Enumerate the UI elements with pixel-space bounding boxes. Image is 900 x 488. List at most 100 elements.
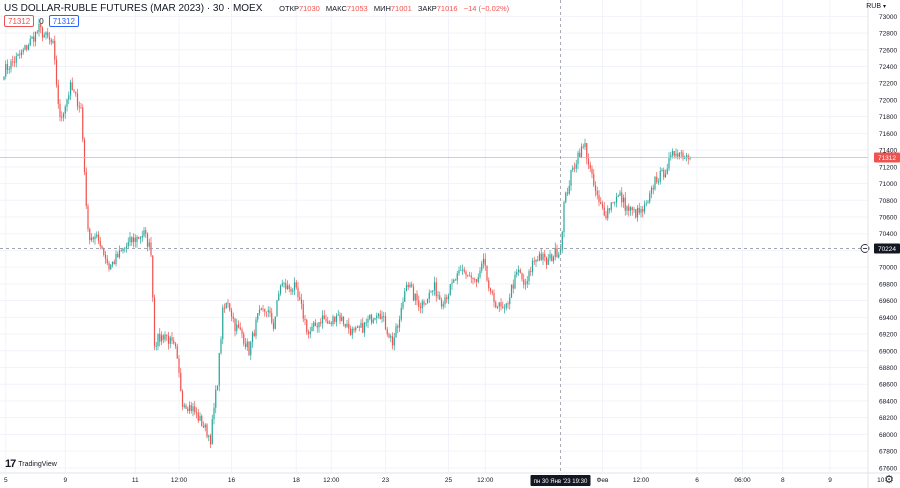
- candle-body: [330, 322, 332, 325]
- candle-body: [118, 250, 121, 258]
- candle-body: [6, 64, 9, 70]
- candle-body: [237, 324, 240, 328]
- candle-body: [645, 203, 647, 205]
- candle-body: [587, 158, 590, 165]
- candle-body: [433, 282, 436, 291]
- candle-body: [162, 335, 164, 340]
- candle-body: [493, 292, 495, 303]
- candle-body: [325, 319, 327, 321]
- candle-body: [419, 307, 422, 309]
- candle-body: [264, 309, 266, 312]
- change-value: −14 (−0.02%): [463, 4, 510, 13]
- candle-body: [192, 406, 194, 412]
- candle-body: [145, 230, 147, 234]
- candle-body: [640, 209, 642, 213]
- candle-body: [446, 297, 448, 300]
- candle-body: [236, 324, 238, 331]
- high-value: 71053: [346, 4, 368, 13]
- candle-body: [269, 310, 271, 313]
- candle-body: [64, 106, 66, 114]
- candle-body: [290, 288, 292, 292]
- crosshair-time-label: пн 30 Янв '23 19:30: [534, 479, 588, 485]
- candle-body: [349, 328, 352, 335]
- candle-body: [321, 315, 324, 324]
- candle-body: [13, 61, 16, 63]
- candle-body: [549, 254, 551, 259]
- candle-body: [22, 49, 24, 52]
- candle-body: [568, 185, 570, 194]
- y-tick-label: 72000: [879, 97, 897, 104]
- candle-body: [262, 308, 264, 310]
- candle-body: [558, 254, 560, 258]
- candle-body: [577, 152, 579, 165]
- y-tick-label: 73000: [879, 14, 897, 21]
- candle-body: [586, 143, 588, 159]
- gear-icon[interactable]: ⚙: [884, 474, 894, 486]
- candle-body: [617, 195, 619, 197]
- candle-body: [194, 406, 196, 413]
- symbol-title[interactable]: US DOLLAR-RUBLE FUTURES (MAR 2023) · 30 …: [4, 3, 263, 14]
- y-tick-label: 71600: [879, 131, 897, 138]
- candle-body: [27, 45, 30, 50]
- candle-body: [97, 234, 100, 241]
- candle-body: [428, 292, 430, 300]
- candle-body: [619, 192, 621, 196]
- y-tick-label: 71400: [879, 148, 897, 155]
- candle-body: [519, 269, 521, 274]
- y-tick-label: 68400: [879, 398, 897, 405]
- candle-body: [463, 269, 465, 272]
- currency-selector[interactable]: RUB ▾: [866, 3, 886, 10]
- candle-body: [8, 69, 10, 70]
- candle-body: [538, 253, 541, 261]
- candle-body: [94, 236, 96, 240]
- candle-body: [178, 358, 180, 373]
- time-axis[interactable]: 5 9 11 12:00 16 18 12:00 23 25 12:00 Фев 12:00 6 06:0…: [0, 472, 900, 486]
- ohlc-values: ОТКР71030 МАКС71053 МИН71001 ЗАКР71016 −…: [279, 4, 509, 13]
- bid-ask-panel: 71312 0 71312: [4, 15, 79, 27]
- candle-body: [404, 291, 406, 302]
- candle-body: [164, 334, 166, 340]
- candle-body: [304, 318, 306, 320]
- tradingview-logo[interactable]: 17 TradingView: [5, 458, 57, 470]
- candle-body: [607, 208, 609, 219]
- x-tick-label: 12:00: [171, 477, 188, 484]
- candle-body: [209, 435, 212, 445]
- candle-body: [687, 155, 689, 159]
- candle-body: [78, 106, 80, 108]
- candle-body: [418, 300, 420, 308]
- candle-body: [152, 255, 154, 298]
- candle-body: [358, 326, 360, 328]
- candle-body: [495, 302, 497, 308]
- candle-body: [69, 82, 72, 96]
- candle-body: [654, 176, 656, 190]
- candle-body: [472, 277, 474, 279]
- candle-body: [393, 337, 395, 346]
- sell-price-button[interactable]: 71312: [4, 15, 35, 27]
- candle-body: [260, 308, 262, 310]
- y-tick-label: 68200: [879, 415, 897, 422]
- candle-body: [197, 412, 199, 421]
- x-tick-label: 23: [382, 477, 390, 484]
- x-tick-label: 12:00: [633, 477, 650, 484]
- candle-body: [76, 93, 79, 107]
- candle-body: [183, 405, 185, 407]
- candle-body: [257, 313, 259, 320]
- candle-body: [526, 281, 528, 284]
- candle-body: [465, 271, 467, 276]
- candle-body: [31, 36, 33, 40]
- price-axis[interactable]: 67600 67800 68000 68200 68400 68600 68800 69000…: [867, 0, 900, 488]
- x-tick-label: 12:00: [323, 477, 340, 484]
- candle-body: [195, 412, 198, 414]
- candle-body: [517, 269, 520, 273]
- candle-body: [138, 236, 140, 239]
- candle-body: [503, 307, 506, 309]
- buy-price-button[interactable]: 71312: [48, 15, 79, 27]
- candle-body: [10, 61, 12, 70]
- candle-body: [664, 173, 667, 178]
- candle-body: [489, 288, 492, 292]
- candle-body: [202, 426, 205, 428]
- candle-body: [113, 261, 115, 265]
- candle-body: [82, 107, 84, 140]
- candle-body: [341, 316, 343, 321]
